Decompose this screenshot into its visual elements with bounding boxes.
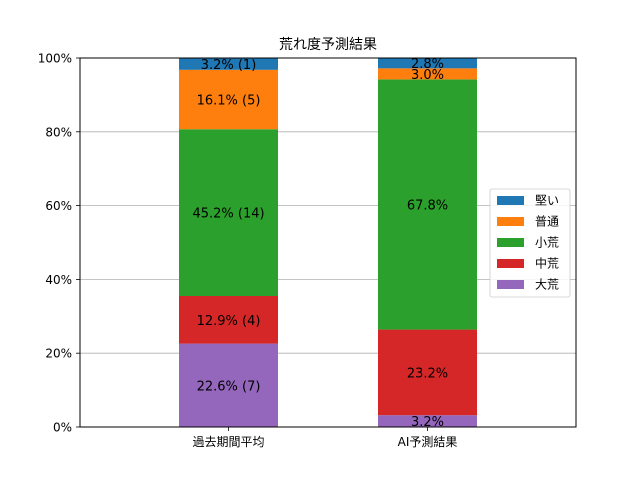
legend-label: 普通 bbox=[535, 215, 559, 229]
legend-swatch bbox=[497, 280, 524, 289]
legend-box bbox=[489, 188, 571, 298]
bar-segment bbox=[378, 79, 477, 330]
bar-segment bbox=[378, 58, 477, 69]
bar-segment bbox=[378, 68, 477, 80]
y-tick-label: 20% bbox=[45, 347, 72, 361]
axes: 0% 20% 40% 60% 80% 100% 過去期間平均 AI予測結果 bbox=[38, 52, 458, 450]
y-tick-label: 0% bbox=[53, 421, 72, 435]
legend-label: 中荒 bbox=[535, 256, 559, 271]
legend-label: 堅い bbox=[535, 194, 559, 208]
data-labels: 22.6% (7) 12.9% (4) 45.2% (14) 16.1% (5) 3.2… bbox=[192, 57, 448, 430]
bar-data-label: 3.2% bbox=[411, 415, 444, 430]
legend-label: 小荒 bbox=[535, 236, 559, 250]
y-tick-label: 40% bbox=[45, 273, 72, 287]
legend-swatch bbox=[497, 259, 524, 268]
bar-segment bbox=[179, 129, 278, 297]
bar-segment bbox=[179, 343, 278, 427]
bar-data-label: 3.0% bbox=[411, 68, 444, 83]
y-tick-label: 60% bbox=[45, 199, 72, 213]
bar-segment bbox=[378, 415, 477, 427]
chart-title: 荒れ度予測結果 bbox=[279, 37, 377, 53]
bar-data-label: 45.2% (14) bbox=[192, 207, 264, 222]
bar-segment bbox=[179, 296, 278, 344]
legend-swatch bbox=[497, 196, 524, 205]
plot-frame bbox=[79, 57, 577, 428]
bar-data-label: 23.2% bbox=[407, 366, 448, 381]
bar-data-label: 12.9% (4) bbox=[197, 314, 261, 329]
legend-swatch bbox=[497, 238, 524, 247]
legend-label: 大荒 bbox=[535, 278, 559, 292]
bar-data-label: 2.8% bbox=[411, 57, 444, 72]
bar-data-label: 16.1% (5) bbox=[197, 94, 261, 109]
y-tick-label: 100% bbox=[38, 52, 72, 66]
y-tick-label: 80% bbox=[45, 125, 72, 139]
bar-segment bbox=[179, 69, 278, 130]
legend-swatch bbox=[497, 217, 524, 226]
bars bbox=[179, 58, 477, 427]
bar-segment bbox=[179, 58, 278, 70]
bar-data-label: 22.6% (7) bbox=[197, 379, 261, 394]
bar-segment bbox=[378, 329, 477, 416]
bar-data-label: 3.2% (1) bbox=[201, 58, 257, 73]
x-tick-label: AI予測結果 bbox=[398, 435, 458, 449]
x-tick-label: 過去期間平均 bbox=[192, 435, 264, 449]
bar-data-label: 67.8% bbox=[407, 198, 448, 213]
